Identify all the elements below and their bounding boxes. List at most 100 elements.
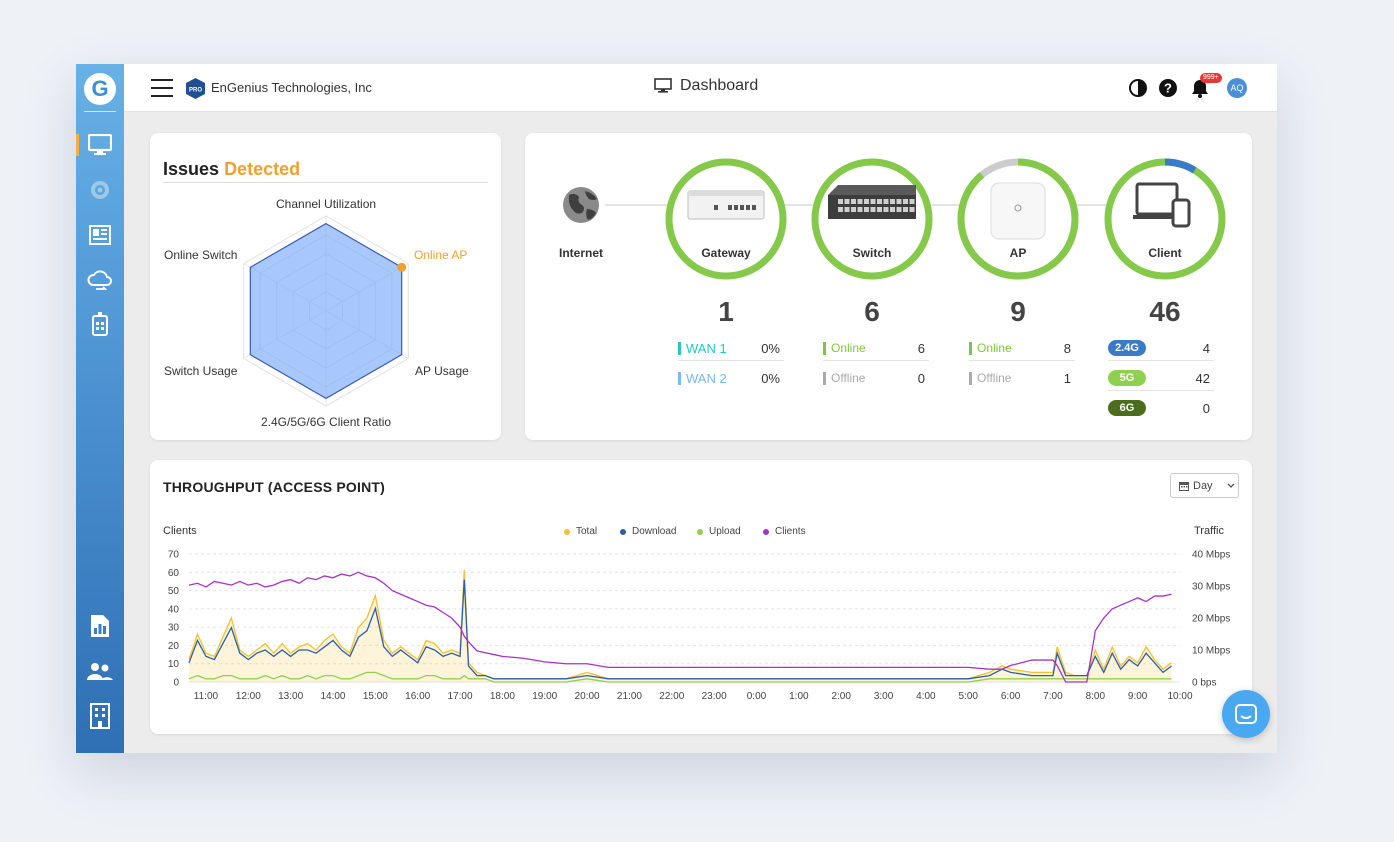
switch-port xyxy=(851,207,856,212)
monitor-icon xyxy=(654,78,672,93)
switch-port xyxy=(883,199,889,204)
radar-label-channel-utilization: Channel Utilization xyxy=(276,197,377,211)
switch-port xyxy=(838,207,843,212)
x-tick-label: 8:00 xyxy=(1086,691,1106,702)
time-range-select[interactable]: Day xyxy=(1170,473,1239,498)
x-tick-label: 23:00 xyxy=(702,691,727,702)
x-tick-label: 22:00 xyxy=(659,691,684,702)
throughput-chart: 0 10 20 30 40 50 60 70 0 bps 10 Mbps 20 Mbps 30 Mbp… xyxy=(168,550,1230,703)
radar-label-switch-usage: Switch Usage xyxy=(164,364,238,378)
switch-device-top xyxy=(828,185,916,195)
y-tick-label: 10 xyxy=(168,659,180,670)
sidebar-item-logs[interactable] xyxy=(86,221,114,249)
x-tick-label: 13:00 xyxy=(278,691,303,702)
client-5g-row: 5G 42 xyxy=(1108,367,1214,391)
band-6g-pill: 6G xyxy=(1108,400,1146,416)
legend-total-label: Total xyxy=(576,526,598,537)
monitor-icon xyxy=(88,134,112,155)
x-tick-label: 5:00 xyxy=(959,691,979,702)
support-chat-button[interactable] xyxy=(1222,690,1270,738)
chat-icon xyxy=(1235,704,1257,724)
switch-port xyxy=(864,199,869,204)
wan2-value: 0% xyxy=(761,371,780,386)
ap-offline-row: Offline 1 xyxy=(969,367,1075,391)
issues-title-prefix: Issues xyxy=(163,159,220,179)
users-icon xyxy=(87,663,113,680)
menu-toggle-button[interactable] xyxy=(151,79,173,97)
client-count: 46 xyxy=(1149,296,1181,327)
x-tick-label: 11:00 xyxy=(194,691,219,702)
sidebar-item-dashboard[interactable] xyxy=(86,131,114,159)
firmware-icon xyxy=(92,312,108,336)
radar-label-online-switch: Online Switch xyxy=(164,248,238,262)
series-total-area xyxy=(189,570,1172,682)
x-tick-label: 15:00 xyxy=(363,691,388,702)
engenius-logo[interactable]: G xyxy=(84,73,116,105)
legend-item-total[interactable]: Total xyxy=(564,526,597,537)
gateway-count: 1 xyxy=(718,296,734,327)
ap-count: 9 xyxy=(1010,296,1026,327)
x-tick-label: 9:00 xyxy=(1128,691,1148,702)
x-tick-label: 16:00 xyxy=(405,691,430,702)
radar-alert-point xyxy=(397,262,407,272)
gateway-device-top xyxy=(688,191,764,196)
x-tick-label: 12:00 xyxy=(236,691,261,702)
ap-online-indicator xyxy=(969,342,972,355)
logo-divider xyxy=(84,111,116,112)
gateway-port xyxy=(734,205,738,210)
y-tick-label: 40 xyxy=(168,604,180,615)
x-tick-label: 1:00 xyxy=(789,691,809,702)
switch-offline-value: 0 xyxy=(917,371,925,386)
legend-clients-dot xyxy=(763,528,769,535)
wan1-indicator xyxy=(678,342,681,355)
legend-clients-label: Clients xyxy=(775,526,806,537)
switch-port xyxy=(857,207,863,212)
switch-port xyxy=(883,207,889,212)
legend-item-download[interactable]: Download xyxy=(620,526,676,537)
switch-online-row: Online 6 xyxy=(823,337,929,361)
client-5g-value: 42 xyxy=(1195,371,1210,386)
switch-port xyxy=(877,199,882,204)
ap-online-value: 8 xyxy=(1063,341,1071,356)
switch-port xyxy=(896,199,902,204)
gateway-label: Gateway xyxy=(701,246,751,260)
ap-online-row: Online 8 xyxy=(969,337,1075,361)
network-topology-card: Internet Gateway 1 WAN 1 0% WAN 2 0% Swi… xyxy=(525,133,1252,440)
issues-card: Issues Detected Channel Utilization Onli… xyxy=(150,133,501,440)
y2-tick-label: 40 Mbps xyxy=(1192,550,1230,561)
sidebar-item-reports[interactable] xyxy=(86,612,114,640)
legend-upload-label: Upload xyxy=(709,526,741,537)
band-5g-pill: 5G xyxy=(1108,370,1146,386)
sidebar-item-organization[interactable] xyxy=(86,702,114,730)
sidebar-item-firmware[interactable] xyxy=(86,310,114,338)
gateway-wan1-row: WAN 1 0% xyxy=(678,337,784,361)
gear-icon xyxy=(91,181,109,199)
ap-offline-indicator xyxy=(969,372,972,385)
notification-bell-icon[interactable] xyxy=(1190,78,1210,98)
x-tick-label: 3:00 xyxy=(874,691,894,702)
sidebar-item-settings[interactable] xyxy=(86,176,114,204)
gateway-port xyxy=(714,205,718,210)
legend-item-clients[interactable]: Clients xyxy=(763,526,806,537)
x-tick-label: 10:00 xyxy=(1167,691,1192,702)
series-total-line xyxy=(188,569,1172,680)
help-icon[interactable]: ? xyxy=(1158,78,1178,98)
user-avatar[interactable]: AQ xyxy=(1227,78,1247,98)
x-tick-label: 17:00 xyxy=(448,691,473,702)
switch-port xyxy=(844,199,850,204)
page-title-text: Dashboard xyxy=(680,77,759,94)
y2-tick-label: 30 Mbps xyxy=(1192,582,1230,593)
x-tick-label: 19:00 xyxy=(532,691,557,702)
switch-port xyxy=(844,207,850,212)
client-ring-24g xyxy=(1104,158,1226,280)
sidebar-item-cloud-sync[interactable] xyxy=(86,266,114,294)
switch-port xyxy=(890,207,895,212)
y2-tick-label: 0 bps xyxy=(1192,678,1216,689)
gateway-port xyxy=(728,205,732,210)
sidebar-item-users[interactable] xyxy=(86,658,114,686)
theme-toggle-icon[interactable] xyxy=(1128,78,1148,98)
organization-name[interactable]: EnGenius Technologies, Inc xyxy=(211,80,372,95)
y-tick-label: 30 xyxy=(168,623,180,634)
legend-item-upload[interactable]: Upload xyxy=(697,526,741,537)
x-tick-label: 20:00 xyxy=(575,691,600,702)
